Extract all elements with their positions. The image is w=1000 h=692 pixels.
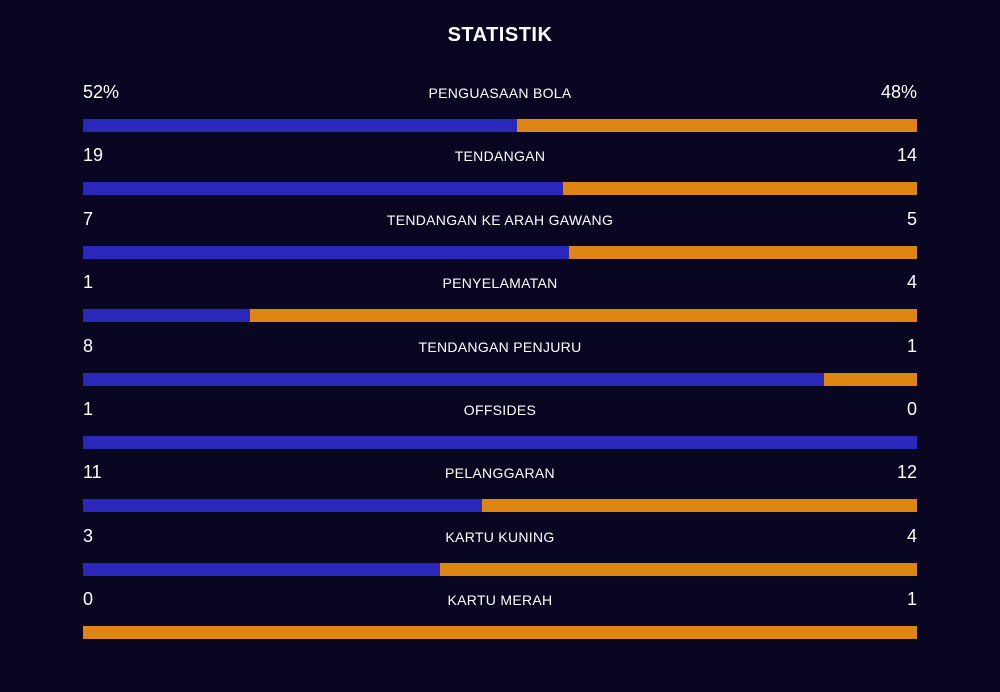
home-bar-segment bbox=[83, 372, 825, 386]
away-bar-segment bbox=[249, 309, 917, 323]
comparison-bar bbox=[83, 499, 917, 513]
home-bar-segment bbox=[83, 435, 917, 449]
stat-row-shots-on-target: 7 TENDANGAN KE ARAH GAWANG 5 bbox=[83, 205, 917, 268]
home-value: 3 bbox=[83, 525, 94, 546]
home-bar-segment bbox=[83, 182, 564, 196]
stat-label: OFFSIDES bbox=[463, 401, 537, 418]
away-bar-segment bbox=[440, 562, 917, 576]
stat-row-corners: 8 TENDANGAN PENJURU 1 bbox=[83, 332, 917, 395]
stat-row-red-cards: 0 KARTU MERAH 1 bbox=[83, 585, 917, 648]
stat-label: TENDANGAN bbox=[454, 148, 546, 165]
comparison-bar bbox=[83, 435, 917, 449]
away-value: 0 bbox=[906, 398, 917, 419]
home-bar-segment bbox=[83, 309, 250, 323]
home-value: 19 bbox=[83, 145, 104, 166]
stat-label: PENYELAMATAN bbox=[442, 275, 558, 292]
away-value: 1 bbox=[906, 589, 917, 610]
stat-label: KARTU MERAH bbox=[447, 592, 553, 609]
stat-label: KARTU KUNING bbox=[445, 528, 555, 545]
comparison-bar bbox=[83, 372, 917, 386]
stat-row-fouls: 11 PELANGGARAN 12 bbox=[83, 458, 917, 521]
away-bar-segment bbox=[83, 626, 917, 640]
home-value: 7 bbox=[83, 208, 94, 229]
stat-row-offsides: 1 OFFSIDES 0 bbox=[83, 395, 917, 458]
stat-label: PELANGGARAN bbox=[445, 465, 555, 482]
home-bar-segment bbox=[83, 245, 570, 259]
comparison-bar bbox=[83, 309, 917, 323]
stat-row-shots: 19 TENDANGAN 14 bbox=[83, 141, 917, 204]
away-bar-segment bbox=[563, 182, 917, 196]
stats-title: STATISTIK bbox=[447, 24, 553, 46]
stat-row-possession: 52% PENGUASAAN BOLA 48% bbox=[83, 78, 917, 141]
comparison-bar bbox=[83, 562, 917, 576]
away-value: 4 bbox=[906, 272, 917, 293]
away-bar-segment bbox=[569, 245, 917, 259]
stats-list: 52% PENGUASAAN BOLA 48% 19 TENDANGAN 14 … bbox=[83, 78, 917, 649]
home-bar-segment bbox=[83, 499, 482, 513]
stat-label: TENDANGAN PENJURU bbox=[418, 338, 582, 355]
comparison-bar bbox=[83, 245, 917, 259]
away-value: 12 bbox=[896, 462, 917, 483]
away-value: 14 bbox=[896, 145, 917, 166]
away-value: 1 bbox=[906, 335, 917, 356]
home-value: 52% bbox=[83, 82, 120, 102]
away-value: 5 bbox=[906, 208, 917, 229]
away-bar-segment bbox=[516, 119, 917, 132]
home-value: 11 bbox=[83, 462, 102, 483]
home-bar-segment bbox=[83, 119, 517, 132]
comparison-bar bbox=[83, 626, 917, 640]
home-value: 1 bbox=[83, 272, 94, 293]
away-bar-segment bbox=[481, 499, 917, 513]
comparison-bar bbox=[83, 182, 917, 196]
stat-row-yellow-cards: 3 KARTU KUNING 4 bbox=[83, 522, 917, 585]
home-value: 1 bbox=[83, 398, 94, 419]
home-value: 0 bbox=[83, 589, 94, 610]
stat-row-saves: 1 PENYELAMATAN 4 bbox=[83, 268, 917, 331]
home-value: 8 bbox=[83, 335, 94, 356]
comparison-bar bbox=[83, 119, 917, 132]
stat-label: TENDANGAN KE ARAH GAWANG bbox=[386, 211, 614, 228]
away-value: 48% bbox=[880, 82, 917, 102]
away-bar-segment bbox=[824, 372, 917, 386]
home-bar-segment bbox=[83, 562, 441, 576]
away-value: 4 bbox=[906, 525, 917, 546]
stat-label: PENGUASAAN BOLA bbox=[428, 85, 572, 101]
